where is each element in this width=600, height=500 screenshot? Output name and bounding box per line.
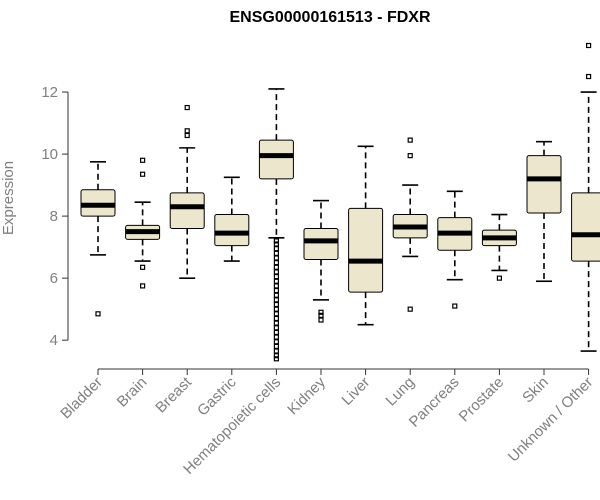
outlier-point [273, 246, 279, 252]
box-group [526, 140, 562, 283]
box-group [348, 145, 384, 326]
y-tick-label: 10 [41, 146, 58, 163]
box [169, 192, 205, 230]
outlier-point [273, 315, 279, 322]
outlier-point [95, 311, 101, 317]
outlier-point [318, 312, 324, 318]
y-tick-label: 12 [41, 84, 58, 101]
outlier-point [140, 283, 146, 289]
outlier-point [407, 153, 413, 159]
x-tick-label: Kidney [284, 373, 329, 418]
x-tick-label: Brain [114, 374, 151, 411]
outlier-point [452, 303, 458, 309]
x-tick-label: Prostate [456, 374, 508, 426]
box-group [303, 199, 339, 323]
box [303, 228, 339, 261]
box-group [80, 161, 116, 317]
y-axis-label: Expression [0, 161, 17, 235]
outlier-point [273, 353, 279, 359]
outlier-point [273, 260, 279, 266]
plot-area [80, 42, 600, 362]
x-tick-label: Skin [519, 374, 552, 407]
outlier-point [273, 264, 279, 270]
box-group [571, 42, 600, 352]
outlier-point [496, 275, 502, 281]
outlier-point [318, 317, 324, 323]
outlier-point [273, 348, 279, 354]
box-group [169, 104, 205, 279]
box-group [437, 190, 473, 309]
outlier-point [407, 306, 413, 312]
outlier-point [407, 137, 413, 143]
box-group [125, 157, 161, 289]
outlier-point [273, 339, 279, 345]
y-tick-label: 8 [50, 208, 58, 225]
outlier-point [273, 287, 279, 294]
x-tick-label: Lung [382, 374, 418, 410]
y-axis: 4 6 8 10 12 [41, 84, 69, 349]
outlier-point [585, 73, 592, 80]
outlier-point [273, 356, 279, 362]
box [214, 214, 250, 247]
outlier-point [273, 278, 279, 284]
y-tick-label: 4 [50, 332, 58, 349]
box [258, 139, 294, 180]
outlier-point [273, 297, 279, 303]
x-tick-label: Unknown / Other [505, 374, 597, 466]
outlier-point [273, 306, 279, 312]
outlier-point [273, 255, 279, 261]
outlier-point [184, 132, 190, 139]
outlier-point [140, 157, 146, 163]
outlier-point [273, 238, 279, 244]
outlier-point [140, 264, 146, 270]
box-group [392, 137, 428, 312]
box [348, 207, 384, 293]
outlier-point [140, 171, 146, 177]
outlier-point [273, 292, 279, 298]
outlier-point [273, 329, 279, 336]
outlier-point [184, 128, 190, 134]
chart-title: ENSG00000161513 - FDXR [230, 9, 431, 26]
x-tick-label: Breast [152, 373, 195, 416]
outlier-point [273, 301, 279, 308]
box-group [258, 88, 294, 362]
outlier-point [273, 343, 279, 349]
outlier-point [273, 269, 279, 275]
outlier-point [273, 241, 279, 247]
outlier-point [318, 309, 324, 315]
x-tick-label: Liver [338, 374, 373, 409]
outlier-point [273, 283, 279, 289]
box-group [481, 213, 517, 281]
y-tick-label: 6 [50, 270, 58, 287]
outlier-point [273, 311, 279, 317]
outlier-point [273, 334, 279, 340]
box [571, 192, 600, 262]
outlier-point [273, 320, 279, 326]
outlier-point [273, 325, 279, 331]
outlier-point [273, 273, 279, 280]
outlier-point [585, 42, 592, 49]
outlier-point [273, 250, 279, 256]
outlier-point [184, 104, 190, 111]
box [526, 155, 562, 214]
x-tick-label: Bladder [57, 374, 106, 423]
box-group [214, 176, 250, 262]
